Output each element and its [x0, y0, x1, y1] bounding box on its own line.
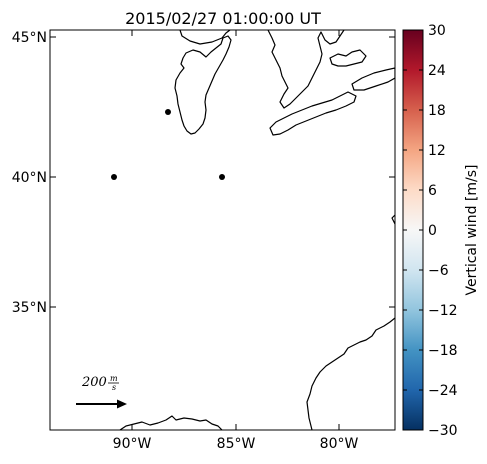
colorbar-tick-label: −12 — [428, 303, 458, 319]
colorbar-tick-label: −30 — [428, 423, 458, 439]
colorbar-tick-label: −18 — [428, 343, 458, 359]
station-marker — [219, 174, 225, 180]
colorbar-tick-label: −24 — [428, 383, 458, 399]
longitude-axis: 90°W 85°W 80°W — [113, 30, 359, 452]
map-area — [50, 30, 395, 430]
colorbar-label: Vertical wind [m/s] — [464, 165, 480, 296]
map-title: 2015/02/27 01:00:00 UT — [125, 9, 321, 28]
reference-unit-numerator: m — [110, 374, 118, 383]
lat-label-45: 45°N — [12, 30, 47, 46]
latitude-axis: 45°N 40°N 35°N — [12, 30, 395, 316]
station-marker — [111, 174, 117, 180]
reference-arrow-head — [117, 399, 127, 409]
colorbar-tick-label: 24 — [428, 63, 446, 79]
lat-label-35: 35°N — [12, 300, 47, 316]
georgian-bay-shoreline — [329, 49, 367, 67]
map-frame — [49, 29, 396, 431]
lon-label-90w: 90°W — [113, 436, 152, 452]
lat-label-40: 40°N — [12, 170, 47, 186]
colorbar-tick-label: 0 — [428, 223, 437, 239]
lake-huron-shoreline — [267, 30, 345, 109]
reference-unit-denominator: s — [112, 383, 116, 392]
reference-value: 200 — [81, 375, 107, 390]
lake-michigan-shoreline — [174, 35, 232, 135]
lon-label-85w: 85°W — [217, 436, 256, 452]
lake-ontario-shoreline — [351, 67, 395, 91]
colorbar-tick-label: 12 — [428, 143, 446, 159]
colorbar-tick-label: 6 — [428, 183, 437, 199]
colorbar-tick-label: 18 — [428, 103, 446, 119]
colorbar-ticks: 30 24 18 12 6 0 −6 −12 −18 −24 −30 — [403, 23, 458, 439]
coastlines — [119, 30, 395, 430]
lake-erie-shoreline — [269, 91, 357, 136]
station-markers — [111, 109, 225, 180]
lake-superior-shoreline — [179, 30, 231, 45]
colorbar-tick-label: 30 — [428, 23, 446, 39]
colorbar: 30 24 18 12 6 0 −6 −12 −18 −24 −30 Vertical wind [… — [402, 23, 480, 439]
atlantic-coastline — [306, 317, 395, 430]
reference-arrow-group: 200 m s — [76, 374, 127, 409]
station-marker — [165, 109, 171, 115]
gulf-coastline — [119, 415, 223, 430]
colorbar-gradient — [403, 30, 423, 430]
lon-label-80w: 80°W — [320, 436, 359, 452]
colorbar-tick-label: −6 — [428, 263, 449, 279]
